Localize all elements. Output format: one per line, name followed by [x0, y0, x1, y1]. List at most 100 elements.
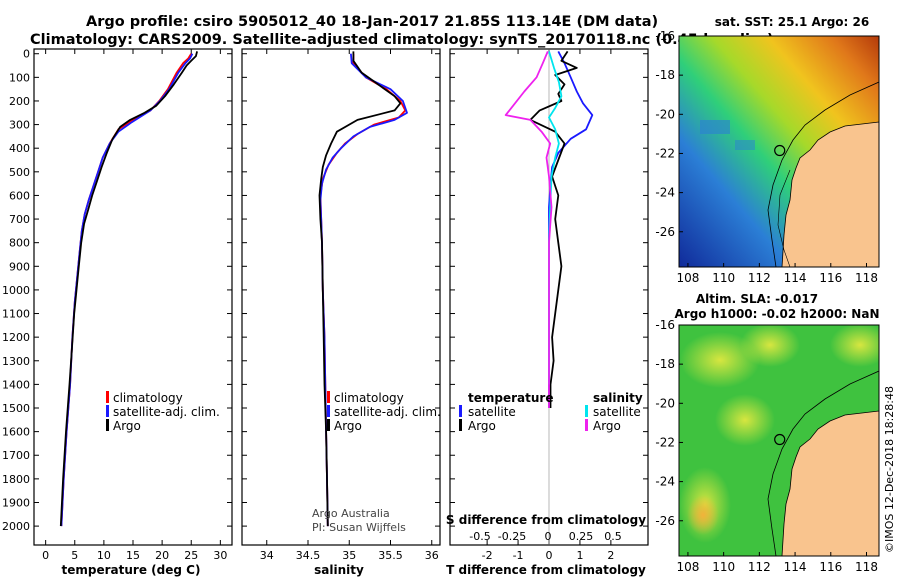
- legend-swatch-argo: [327, 419, 330, 431]
- map-x-tick-label: 114: [784, 271, 807, 285]
- sst-blue-patch: [735, 140, 755, 150]
- map-x-tick-label: 118: [855, 560, 878, 574]
- sst-map-axes: 108 110 112 114 116 118 -16 -18 -20 -22 -24 -26: [655, 29, 878, 285]
- difference-profile-lines: [504, 50, 594, 408]
- legend-label-climatology: climatology: [334, 391, 404, 405]
- depth-tick-label: 1200: [2, 331, 30, 344]
- map-x-tick-label: 110: [712, 271, 735, 285]
- legend-label-climatology: climatology: [113, 391, 183, 405]
- sla-map-title-line2: Argo h1000: -0.02 h2000: NaN: [674, 307, 879, 321]
- temperature-profile-lines: [59, 51, 198, 527]
- pi-credit: PI: Susan Wijffels: [312, 521, 406, 534]
- s-difference-ticks: -0.5 -0.25 0 0.25 0.5: [469, 530, 621, 543]
- sla-high-blob: [740, 325, 800, 367]
- s-tick-label: -0.25: [498, 530, 526, 543]
- s-tick-label: 0.25: [569, 530, 594, 543]
- legend-swatch-t-argo: [459, 419, 462, 431]
- figure-title-line1: Argo profile: csiro 5905012_40 18-Jan-20…: [86, 14, 658, 30]
- map-y-tick-label: -16: [655, 318, 675, 332]
- s-tick-label: 0.5: [604, 530, 622, 543]
- sla-high-blob: [715, 394, 775, 446]
- sla-map-axes: 108 110 112 114 116 118 -16 -18 -20 -22 -24 -26: [655, 318, 878, 574]
- depth-tick-label: 300: [9, 119, 30, 132]
- x-tick-label: 0: [42, 549, 49, 562]
- sst-map-title: sat. SST: 25.1 Argo: 26: [715, 15, 869, 29]
- map-y-tick-label: -20: [655, 396, 675, 410]
- map-y-tick-label: -22: [655, 435, 675, 449]
- x-tick-label: 20: [155, 549, 169, 562]
- shelf-contour: [767, 81, 879, 267]
- map-x-tick-label: 110: [712, 560, 735, 574]
- map-y-tick-label: -24: [655, 475, 675, 489]
- series-line-argo: [59, 51, 198, 527]
- x-tick-label: 35: [342, 549, 356, 562]
- temperature-xlabel: temperature (deg C): [62, 563, 201, 577]
- salinity-legend: climatology satellite-adj. clim. Argo: [327, 391, 441, 433]
- sla-map-image: [679, 325, 879, 556]
- depth-tick-label: 1100: [2, 308, 30, 321]
- s-tick-label: -0.5: [469, 530, 490, 543]
- map-y-tick-label: -16: [655, 29, 675, 43]
- depth-tick-label: 1700: [2, 449, 30, 462]
- depth-tick-label: 400: [9, 142, 30, 155]
- salinity-panel-frame: [241, 48, 441, 546]
- map-x-tick-label: 108: [676, 560, 699, 574]
- legend-swatch-climatology: [106, 391, 109, 403]
- land-mass: [781, 121, 879, 267]
- depth-tick-label: 1400: [2, 378, 30, 391]
- depth-tick-label: 2000: [2, 520, 30, 533]
- legend-label-t-argo: Argo: [468, 419, 496, 433]
- sla-high-blob: [680, 332, 760, 388]
- x-tick-label: 34.5: [296, 549, 321, 562]
- map-y-tick-label: -22: [655, 146, 675, 160]
- s-tick-label: 0: [545, 530, 552, 543]
- x-tick-label: 2: [607, 549, 614, 562]
- legend-swatch-argo: [106, 419, 109, 431]
- sla-high-blob: [830, 325, 879, 367]
- x-tick-label: 25: [184, 549, 198, 562]
- depth-tick-label: 600: [9, 189, 30, 202]
- temperature-axis: 0 5 10 15 20 25 30: [34, 49, 232, 562]
- x-tick-label: -1: [513, 549, 524, 562]
- map-y-tick-label: -20: [655, 107, 675, 121]
- temperature-panel-frame: [33, 48, 233, 546]
- depth-tick-label: 1600: [2, 426, 30, 439]
- shelf-contour: [777, 169, 791, 267]
- x-tick-label: 35.5: [378, 549, 403, 562]
- map-y-tick-label: -18: [655, 357, 675, 371]
- map-y-tick-label: -24: [655, 186, 675, 200]
- legend-label-satellite: satellite-adj. clim.: [113, 405, 220, 419]
- depth-tick-label: 1500: [2, 402, 30, 415]
- legend-label-t-satellite: satellite: [468, 405, 516, 419]
- depth-tick-label: 1800: [2, 473, 30, 486]
- depth-axis-labels: 0 100 200 300 400 500 600 700 800 900 1000 1100 1200…: [2, 48, 30, 533]
- sst-map-frame: [678, 35, 880, 268]
- series-line-argo: [318, 51, 402, 527]
- salinity-profile-lines: [318, 51, 408, 527]
- legend-swatch-s-satellite: [585, 405, 588, 417]
- temperature-legend: climatology satellite-adj. clim. Argo: [106, 391, 220, 433]
- depth-tick-label: 900: [9, 260, 30, 273]
- argo-location-marker: [774, 433, 786, 446]
- map-x-tick-label: 118: [855, 271, 878, 285]
- difference-legend: temperature salinity satellite Argo sate…: [459, 391, 643, 433]
- imos-timestamp: ©IMOS 12-Dec-2018 18:28:48: [883, 386, 896, 553]
- depth-tick-label: 100: [9, 71, 30, 84]
- depth-tick-label: 1900: [2, 496, 30, 509]
- map-y-tick-label: -26: [655, 225, 675, 239]
- depth-tick-label: 1300: [2, 355, 30, 368]
- argo-location-marker: [774, 144, 786, 157]
- legend-label-argo: Argo: [113, 419, 141, 433]
- sla-map-title-line1: Altim. SLA: -0.017: [696, 292, 818, 306]
- x-tick-label: 5: [71, 549, 78, 562]
- map-x-tick-label: 112: [748, 271, 771, 285]
- sst-blue-patch: [700, 120, 730, 134]
- legend-label-s-argo: Argo: [593, 419, 621, 433]
- map-x-tick-label: 116: [819, 271, 842, 285]
- x-tick-label: 15: [126, 549, 140, 562]
- x-tick-label: 1: [576, 549, 583, 562]
- x-tick-label: -2: [482, 549, 493, 562]
- depth-tick-label: 500: [9, 166, 30, 179]
- map-y-tick-label: -18: [655, 68, 675, 82]
- s-difference-xlabel: S difference from climatology: [446, 513, 646, 527]
